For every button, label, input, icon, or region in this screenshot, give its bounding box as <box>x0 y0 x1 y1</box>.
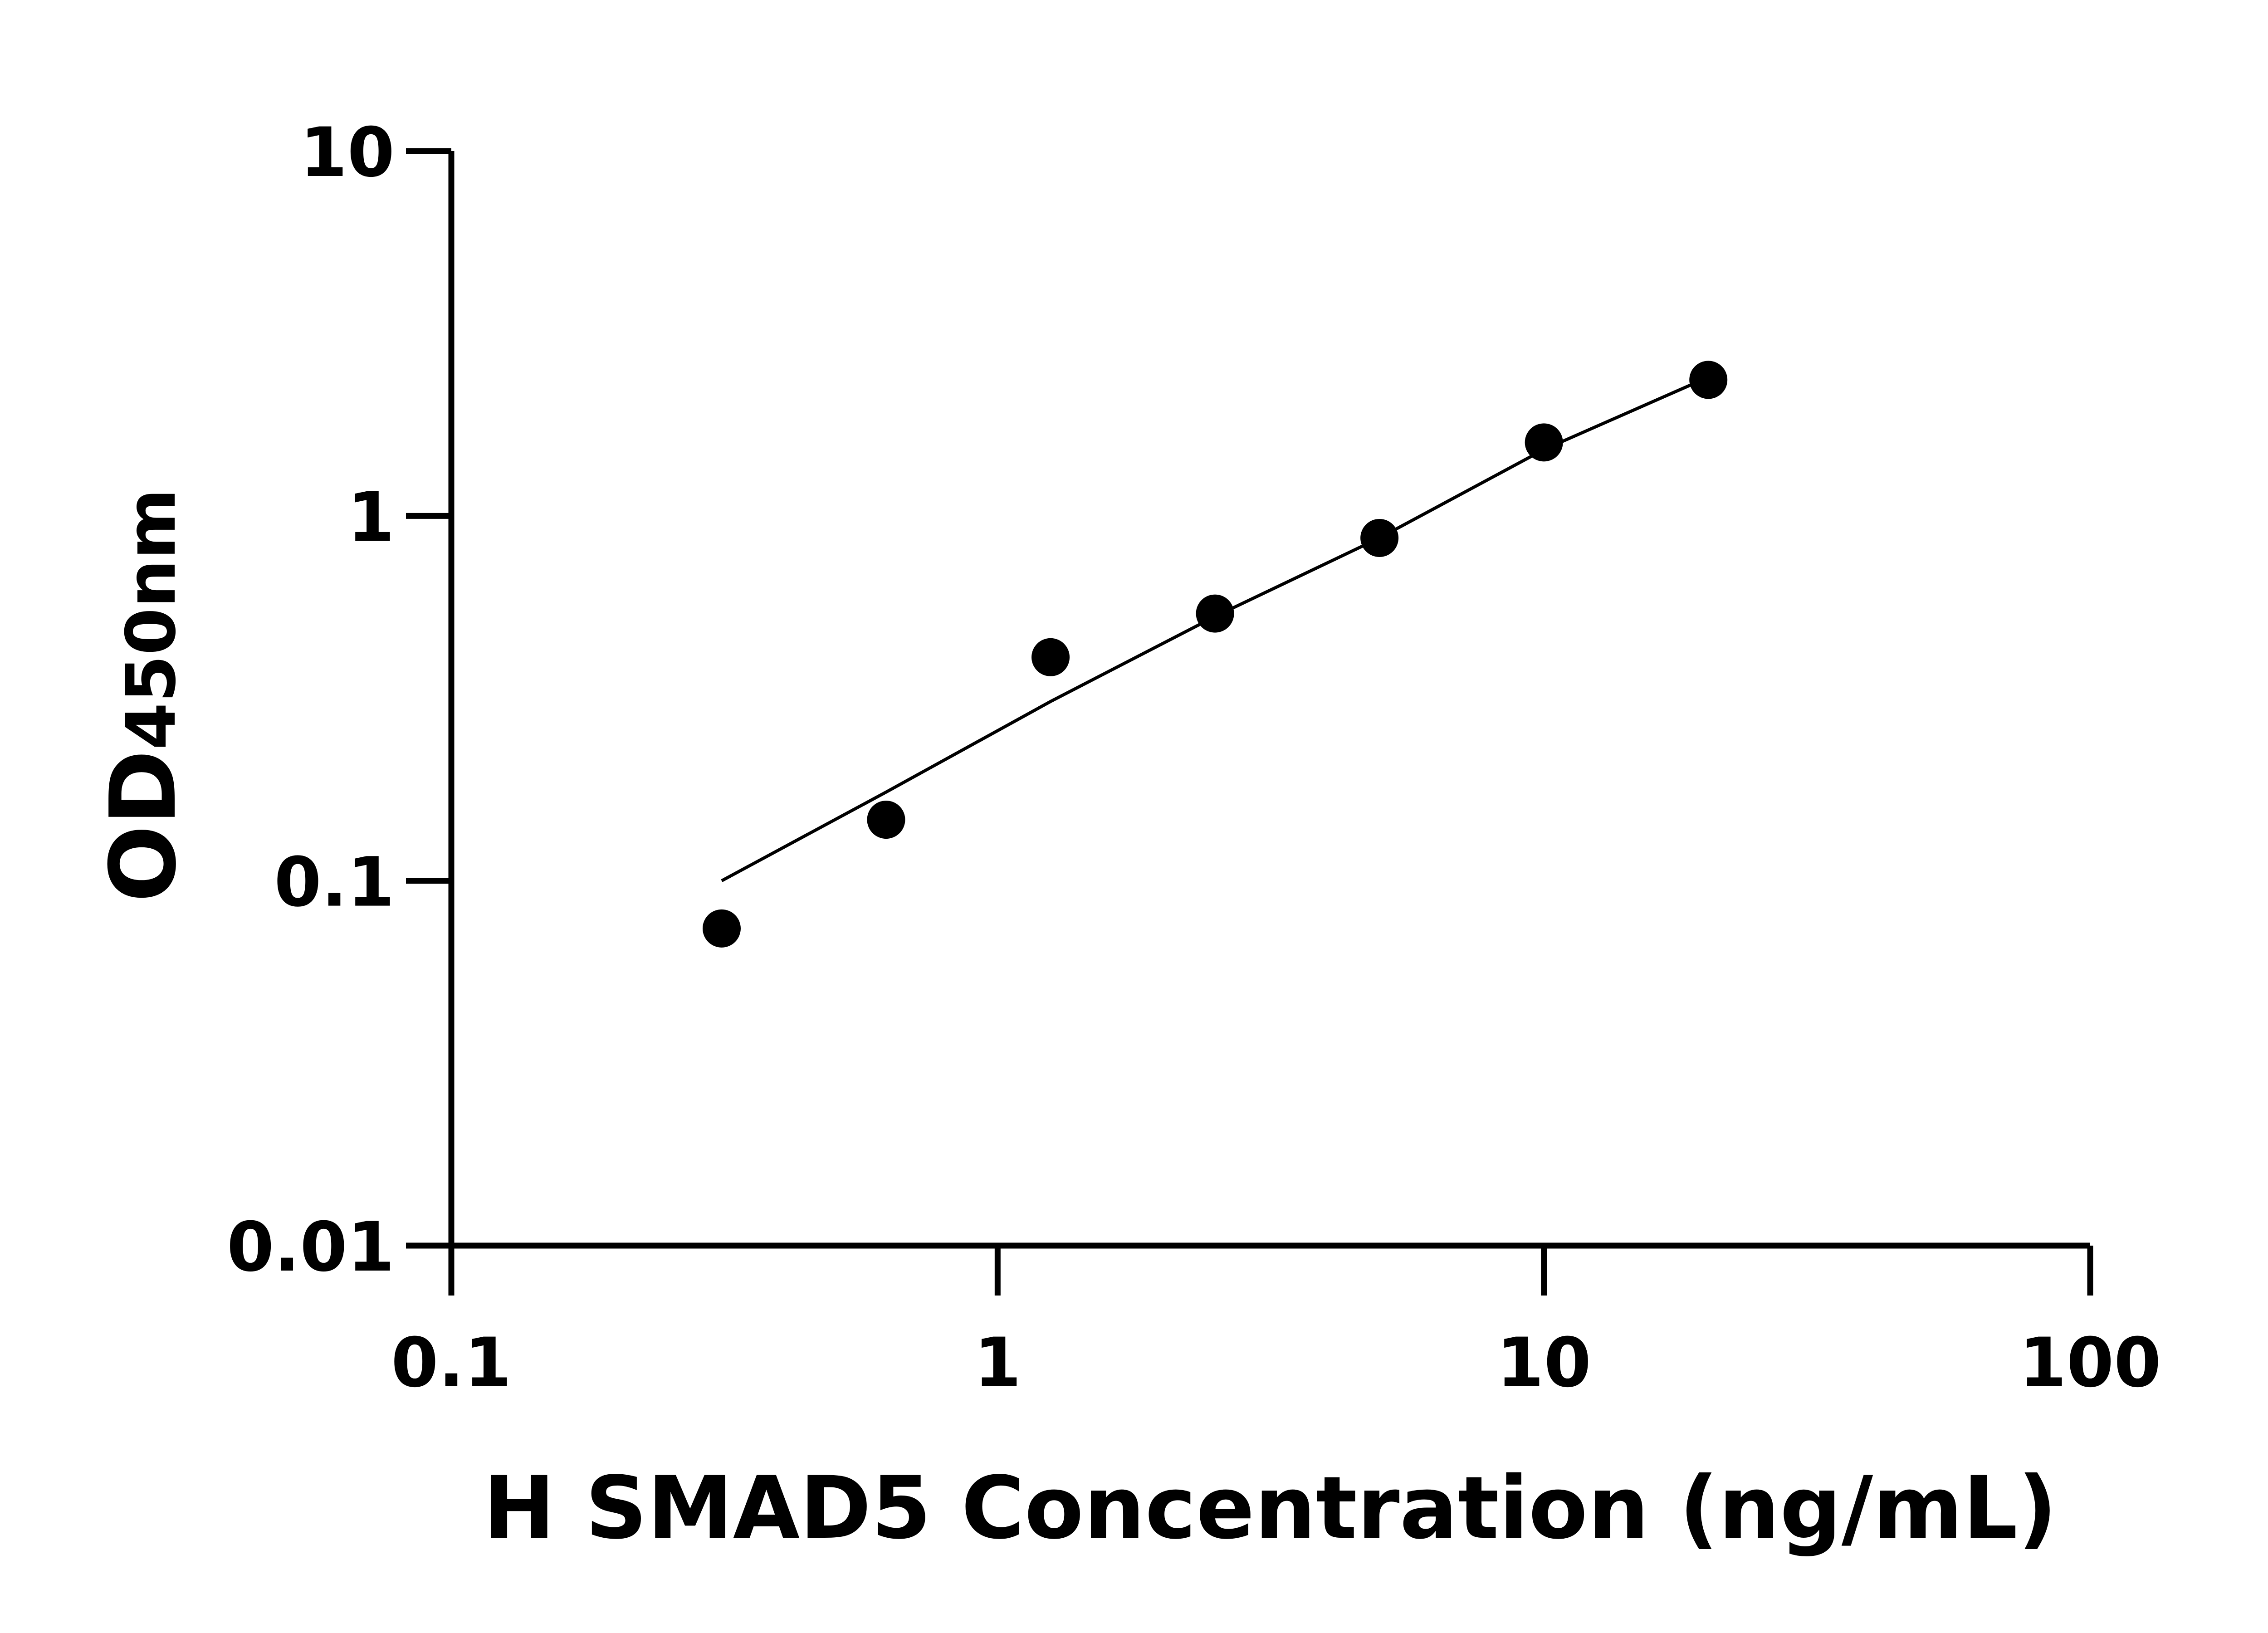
data-point <box>1689 361 1728 399</box>
y-tick-label: 1 <box>347 478 395 557</box>
marks <box>702 361 1728 948</box>
y-tick-label: 0.1 <box>274 843 395 922</box>
y-axis-label-subscript: 450nm <box>112 489 191 750</box>
y-tick-label: 10 <box>300 113 395 192</box>
x-axis-label: H SMAD5 Concentration (ng/mL) <box>483 1458 2057 1558</box>
y-tick-label: 0.01 <box>227 1208 395 1287</box>
x-tick-label: 1 <box>974 1324 1021 1403</box>
data-point <box>1196 594 1234 633</box>
data-point <box>702 909 741 948</box>
axes: 0.1 1 10 100 0.01 0.1 1 10 <box>227 113 2161 1403</box>
y-axis-label-main: OD <box>91 750 196 902</box>
data-point <box>1031 638 1070 676</box>
x-tick-label: 10 <box>1496 1324 1591 1403</box>
data-point <box>867 801 905 839</box>
data-point <box>1525 423 1563 462</box>
x-tick-label: 0.1 <box>391 1324 512 1403</box>
y-axis-label: OD450nm <box>91 489 196 902</box>
data-point <box>1360 518 1399 557</box>
x-tick-label: 100 <box>2019 1324 2161 1403</box>
